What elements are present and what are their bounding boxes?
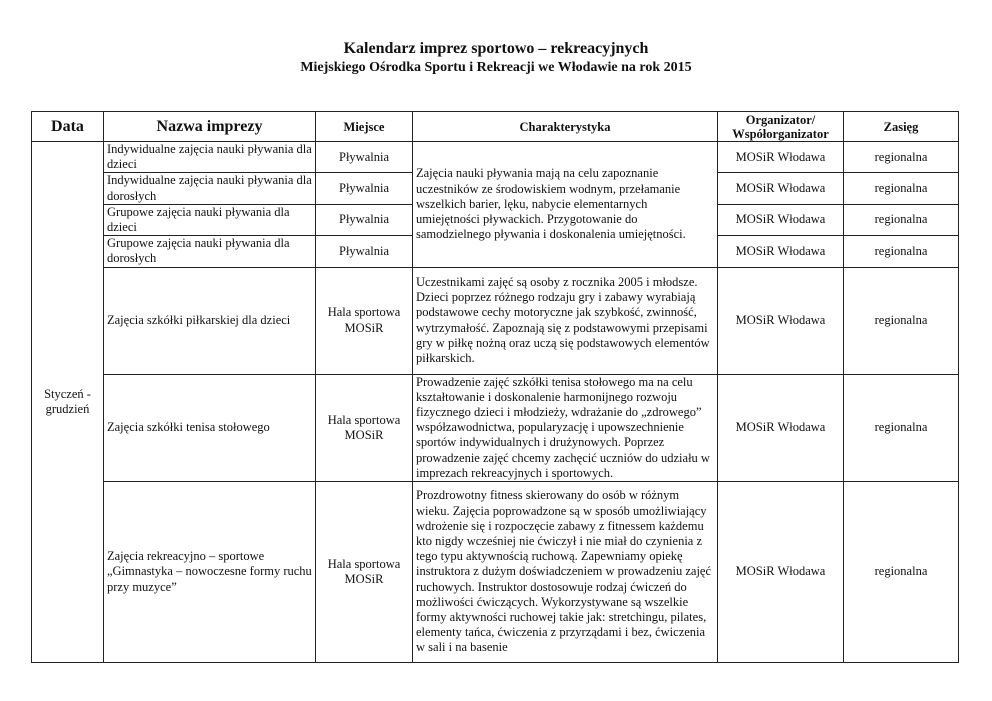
event-organizer: MOSiR Włodawa	[717, 203, 844, 237]
event-scope: regionalna	[843, 373, 959, 483]
table-row: Indywidualne zajęcia nauki pływania dla …	[32, 172, 959, 205]
event-name: Indywidualne zajęcia nauki pływania dla …	[103, 172, 316, 205]
event-place: Pływalnia	[315, 235, 413, 268]
event-organizer: MOSiR Włodawa	[717, 172, 844, 205]
table-row: Grupowe zajęcia nauki pływania dla dziec…	[32, 203, 959, 237]
event-scope: regionalna	[843, 235, 959, 268]
table-continuation-line	[103, 653, 104, 661]
event-organizer: MOSiR Włodawa	[717, 235, 844, 268]
event-name: Zajęcia szkółki tenisa stołowego	[103, 373, 316, 483]
event-organizer: MOSiR Włodawa	[717, 373, 844, 483]
event-description: Uczestnikami zajęć są osoby z rocznika 2…	[412, 266, 718, 375]
event-place: Hala sportowa MOSiR	[315, 266, 413, 375]
event-name: Grupowe zajęcia nauki pływania dla dziec…	[103, 203, 316, 237]
header-description: Charakterystyka	[412, 111, 718, 142]
table-header: Data Nazwa imprezy Miejsce Charakterysty…	[31, 111, 959, 142]
table-row: Zajęcia szkółki piłkarskiej dla dzieci H…	[32, 266, 959, 375]
date-cell: Styczeń - grudzień	[31, 140, 104, 664]
event-place: Pływalnia	[315, 172, 413, 205]
event-scope: regionalna	[843, 266, 959, 375]
event-place: Hala sportowa MOSiR	[315, 373, 413, 483]
header-name: Nazwa imprezy	[103, 111, 316, 142]
table-row: Styczeń - grudzień Indywidualne zajęcia …	[31, 140, 959, 664]
header-data: Data	[31, 111, 104, 142]
event-scope: regionalna	[843, 203, 959, 237]
event-scope: regionalna	[843, 481, 959, 664]
event-place: Pływalnia	[315, 203, 413, 237]
event-place: Hala sportowa MOSiR	[315, 481, 413, 664]
event-name: Indywidualne zajęcia nauki pływania dla …	[103, 140, 316, 174]
event-name: Zajęcia szkółki piłkarskiej dla dzieci	[103, 266, 316, 375]
table-continuation-line	[31, 653, 32, 661]
event-place: Pływalnia	[315, 140, 413, 174]
event-name: Grupowe zajęcia nauki pływania dla doros…	[103, 235, 316, 268]
event-description: Prozdrowotny fitness skierowany do osób …	[412, 481, 718, 664]
events-table: Data Nazwa imprezy Miejsce Charakterysty…	[31, 111, 959, 664]
event-scope: regionalna	[843, 172, 959, 205]
event-scope: regionalna	[843, 140, 959, 174]
event-organizer: MOSiR Włodawa	[717, 266, 844, 375]
event-name: Zajęcia rekreacyjno – sportowe „Gimnasty…	[103, 481, 316, 664]
header-organizer: Organizator/ Współorganizator	[717, 111, 844, 142]
event-organizer: MOSiR Włodawa	[717, 140, 844, 174]
header-place: Miejsce	[315, 111, 413, 142]
event-description: Prowadzenie zajęć szkółki tenisa stołowe…	[412, 373, 718, 483]
table-row: Zajęcia rekreacyjno – sportowe „Gimnasty…	[32, 481, 959, 664]
table-row: Zajęcia szkółki tenisa stołowego Hala sp…	[32, 373, 959, 483]
document-subtitle: Miejskiego Ośrodka Sportu i Rekreacji we…	[300, 60, 692, 75]
header-scope: Zasięg	[843, 111, 959, 142]
event-description: Zajęcia nauki pływania mają na celu zapo…	[412, 141, 718, 268]
event-organizer: MOSiR Włodawa	[717, 481, 844, 664]
table-row: Grupowe zajęcia nauki pływania dla doros…	[32, 235, 959, 268]
document-title: Kalendarz imprez sportowo – rekreacyjnyc…	[343, 40, 649, 57]
